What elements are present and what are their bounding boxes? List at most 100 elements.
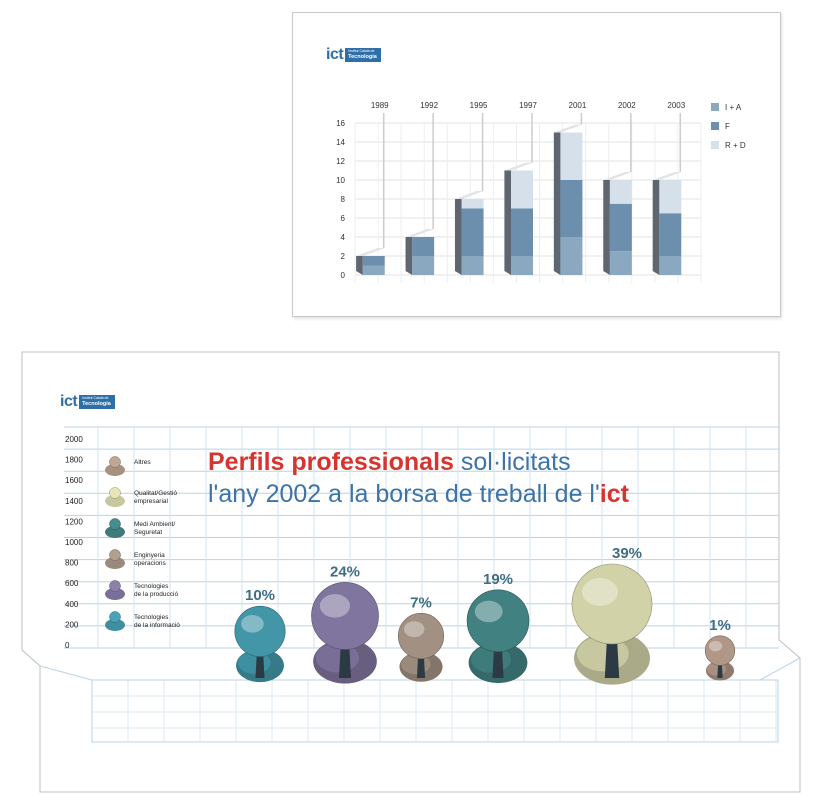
x-tick-label: 1995 xyxy=(470,101,488,110)
bar-segment xyxy=(609,251,632,275)
legend-person-icon xyxy=(105,518,125,538)
person-figure xyxy=(466,589,530,684)
legend-person-icon xyxy=(105,487,125,507)
y-tick-label: 12 xyxy=(336,157,345,166)
legend-label: R + D xyxy=(725,141,746,150)
bar-top-highlight xyxy=(356,248,385,256)
legend-person-icon xyxy=(105,549,125,569)
legend-swatch xyxy=(711,141,719,149)
top-chart-card: ict Institut Català de Tecnologia 16 14 12… xyxy=(292,12,781,317)
legend-label: de la informació xyxy=(134,622,180,629)
y-tick-label: 2000 xyxy=(65,435,83,444)
bar-segment xyxy=(362,265,385,275)
bar-top-highlight xyxy=(504,162,533,171)
x-tick-label: 1997 xyxy=(519,101,537,110)
y-tick-label: 4 xyxy=(341,233,346,242)
bar-segment xyxy=(412,237,435,256)
bar-segment xyxy=(560,237,583,275)
bar-side-face xyxy=(356,256,363,275)
y-tick-label: 600 xyxy=(65,579,79,588)
legend-label: Seguretat xyxy=(134,529,162,536)
bar-top-highlight xyxy=(603,172,632,180)
bar-side-face xyxy=(454,199,462,275)
value-label: 10% xyxy=(245,587,275,604)
value-label: 1% xyxy=(709,617,731,634)
y-tick-label: 1600 xyxy=(65,476,83,485)
y-tick-label: 2 xyxy=(341,252,346,261)
value-label: 24% xyxy=(330,563,360,580)
bar-side-face xyxy=(405,237,413,275)
bar-top-highlight xyxy=(405,229,435,237)
chart-title: Perfils professionals sol·licitats l'any… xyxy=(208,448,629,508)
bar-segment xyxy=(511,208,533,256)
y-tick-label: 8 xyxy=(341,195,346,204)
x-tick-label: 2001 xyxy=(569,101,587,110)
bar-segment xyxy=(461,208,484,256)
value-label: 7% xyxy=(410,594,432,611)
bar-side-face xyxy=(504,170,511,275)
legend-person-icon xyxy=(105,611,125,631)
y-tick-label: 1400 xyxy=(65,497,83,506)
person-figure xyxy=(397,612,445,682)
legend-label: de la producció xyxy=(134,591,178,598)
bar-segment xyxy=(412,256,435,275)
person-figure xyxy=(704,635,736,681)
legend-person-icon xyxy=(105,580,125,600)
legend-label: F xyxy=(725,122,730,131)
bar-top-highlight xyxy=(652,172,682,180)
bar-segment xyxy=(609,180,632,204)
y-tick-label: 14 xyxy=(336,138,345,147)
legend-label: operacions xyxy=(134,560,167,567)
bar-segment xyxy=(511,256,533,275)
y-tick-label: 1200 xyxy=(65,517,83,526)
bar-segment xyxy=(659,213,682,256)
y-tick-label: 1000 xyxy=(65,538,83,547)
x-tick-label: 1992 xyxy=(420,101,438,110)
y-tick-label: 6 xyxy=(341,214,346,223)
ict-logo: ict Institut Català de Tecnologia xyxy=(326,47,381,63)
ict-logo-bottom: ict Institut Català de Tecnologia xyxy=(60,394,115,410)
y-tick-label: 800 xyxy=(65,559,79,568)
bar-segment xyxy=(511,170,533,209)
y-tick-label: 0 xyxy=(341,271,346,280)
y-tick-label: 10 xyxy=(336,176,345,185)
person-figure xyxy=(571,563,653,685)
legend-label: I + A xyxy=(725,103,742,112)
bar-segment xyxy=(461,199,484,209)
x-tick-label: 1989 xyxy=(371,101,389,110)
bar-segment xyxy=(659,256,682,275)
legend-label: Tecnologies xyxy=(134,583,169,590)
bar-segment xyxy=(362,256,385,266)
legend-person-icon xyxy=(105,456,125,476)
legend-swatch xyxy=(711,122,719,130)
legend-label: Qualitat/Gestió xyxy=(134,490,177,497)
legend-label: Tecnologies xyxy=(134,614,169,621)
platform-front xyxy=(91,679,779,743)
legend-label: empresarial xyxy=(134,498,169,505)
bar-side-face xyxy=(603,180,610,275)
y-tick-label: 200 xyxy=(65,620,79,629)
value-label: 19% xyxy=(483,571,513,588)
bar-side-face xyxy=(652,180,660,275)
bar-segment xyxy=(461,256,484,275)
bar-top-highlight xyxy=(553,124,583,133)
bar-segment xyxy=(560,180,583,237)
x-tick-label: 2002 xyxy=(618,101,636,110)
bar-segment xyxy=(560,132,583,180)
stacked-bar-chart: 16 14 12 10 8 6 4 2 0 1989 1992 1995 1997 2001 2002 200… xyxy=(336,101,746,283)
legend-label: Enginyeria xyxy=(134,552,165,559)
legend-label: Altres xyxy=(134,459,151,466)
bar-side-face xyxy=(553,132,561,275)
person-figure xyxy=(234,605,286,683)
bar-segment xyxy=(609,203,632,252)
y-tick-label: 16 xyxy=(336,119,345,128)
y-tick-label: 1800 xyxy=(65,456,83,465)
legend-swatch xyxy=(711,103,719,111)
y-tick-label: 0 xyxy=(65,641,70,650)
value-label: 39% xyxy=(612,545,642,562)
bar-segment xyxy=(659,180,682,214)
x-tick-label: 2003 xyxy=(667,101,685,110)
y-tick-label: 400 xyxy=(65,600,79,609)
legend-label: Medi Ambient/ xyxy=(134,521,175,528)
